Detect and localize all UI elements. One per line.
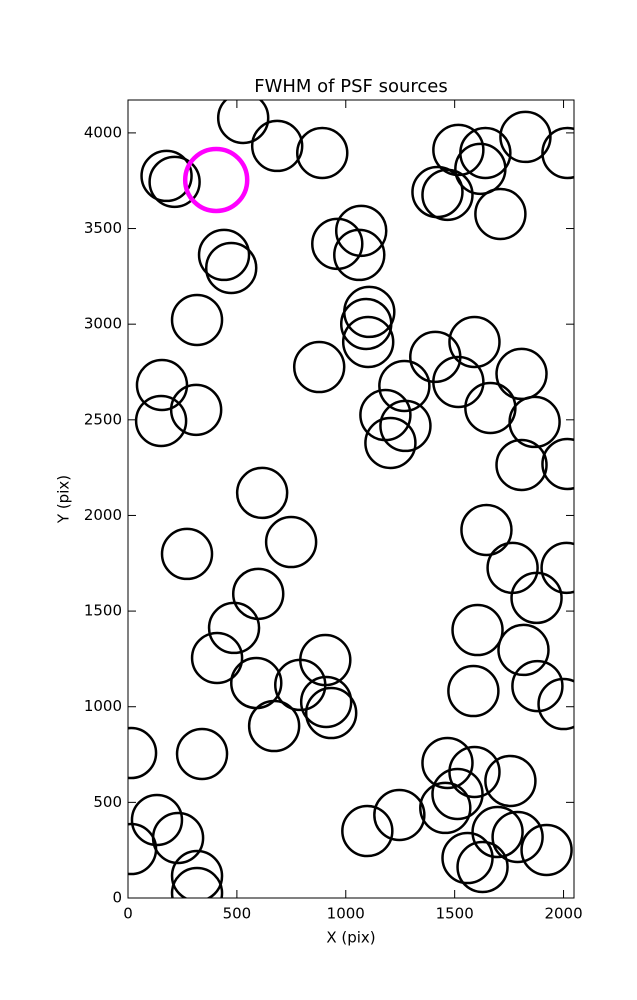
source bbox=[378, 359, 431, 413]
source bbox=[175, 727, 229, 781]
source bbox=[511, 659, 564, 713]
source bbox=[296, 126, 349, 180]
x-tick-label: 500 bbox=[223, 905, 252, 923]
source bbox=[364, 416, 417, 470]
source bbox=[341, 315, 395, 369]
source bbox=[499, 110, 552, 164]
source bbox=[264, 515, 318, 569]
source bbox=[484, 754, 537, 808]
source bbox=[190, 631, 244, 685]
source bbox=[520, 823, 573, 877]
source bbox=[140, 149, 193, 203]
source bbox=[460, 503, 513, 557]
source bbox=[432, 355, 485, 409]
source bbox=[250, 119, 304, 173]
source bbox=[497, 623, 550, 677]
source bbox=[204, 241, 258, 295]
source bbox=[432, 123, 485, 177]
source bbox=[134, 394, 188, 448]
source bbox=[128, 822, 158, 876]
y-tick-label: 1500 bbox=[84, 602, 122, 620]
source bbox=[510, 571, 563, 625]
y-tick-label: 1000 bbox=[84, 697, 122, 715]
x-tick-label: 1500 bbox=[436, 905, 474, 923]
y-tick-label: 500 bbox=[93, 793, 122, 811]
source bbox=[339, 297, 393, 351]
source bbox=[299, 675, 353, 729]
source bbox=[419, 781, 472, 835]
source bbox=[508, 395, 561, 449]
plot-area bbox=[128, 100, 574, 898]
chart-title: FWHM of PSF sources bbox=[254, 76, 448, 97]
source bbox=[304, 686, 358, 740]
x-axis-label: X (pix) bbox=[326, 929, 375, 947]
source bbox=[447, 664, 500, 718]
source bbox=[540, 541, 574, 595]
source bbox=[216, 100, 270, 145]
y-tick-label: 2500 bbox=[84, 410, 122, 428]
source bbox=[231, 567, 285, 621]
source bbox=[456, 840, 509, 894]
y-tick-label: 4000 bbox=[84, 123, 122, 141]
source bbox=[541, 437, 574, 491]
source bbox=[541, 126, 574, 180]
source bbox=[130, 793, 184, 847]
source bbox=[160, 527, 214, 581]
source bbox=[491, 810, 544, 864]
source bbox=[197, 228, 251, 282]
source bbox=[486, 541, 539, 595]
source bbox=[170, 866, 224, 898]
source bbox=[373, 788, 426, 842]
source bbox=[235, 466, 289, 520]
source bbox=[495, 438, 548, 492]
source bbox=[448, 315, 501, 369]
source bbox=[333, 228, 386, 282]
y-tick-label: 3500 bbox=[84, 219, 122, 237]
source bbox=[537, 677, 574, 731]
source bbox=[170, 849, 224, 898]
source bbox=[448, 745, 501, 799]
source bbox=[474, 187, 527, 241]
source bbox=[431, 767, 484, 821]
highlight-source bbox=[182, 146, 250, 214]
y-axis-label: Y (pix) bbox=[55, 475, 73, 524]
source bbox=[464, 381, 517, 435]
source bbox=[334, 204, 388, 258]
source bbox=[148, 155, 201, 209]
source bbox=[454, 142, 507, 196]
source bbox=[421, 168, 474, 222]
plot-frame bbox=[127, 99, 575, 899]
source bbox=[451, 603, 504, 657]
y-tick-label: 3000 bbox=[84, 315, 122, 333]
source bbox=[421, 736, 474, 790]
source bbox=[441, 831, 494, 885]
source bbox=[471, 805, 524, 859]
source bbox=[459, 126, 512, 180]
y-tick-label: 0 bbox=[112, 889, 122, 907]
source bbox=[379, 399, 432, 453]
x-tick-label: 1000 bbox=[327, 905, 365, 923]
source bbox=[170, 293, 224, 347]
y-tick-label: 2000 bbox=[84, 506, 122, 524]
source bbox=[292, 340, 346, 394]
source bbox=[247, 699, 301, 753]
x-tick-label: 2000 bbox=[544, 905, 582, 923]
source bbox=[341, 804, 394, 858]
source bbox=[207, 601, 261, 655]
source bbox=[495, 347, 548, 401]
source bbox=[135, 358, 189, 412]
source bbox=[169, 383, 223, 437]
source bbox=[274, 658, 327, 712]
source bbox=[151, 811, 205, 865]
source bbox=[128, 726, 158, 780]
x-tick-label: 0 bbox=[123, 905, 133, 923]
source bbox=[411, 165, 464, 219]
